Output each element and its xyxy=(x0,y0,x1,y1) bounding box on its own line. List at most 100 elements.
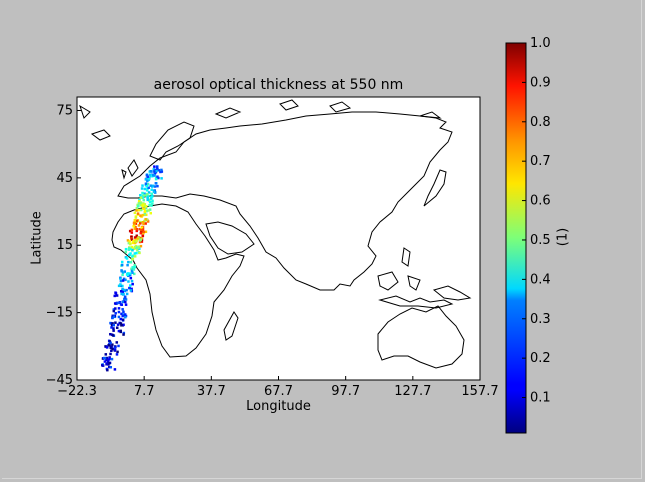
aot-pixel xyxy=(120,263,124,267)
aot-pixel xyxy=(143,213,147,217)
aot-pixel xyxy=(137,209,140,212)
aot-pixel xyxy=(148,208,152,211)
x-axis-ticks: −22.3 7.7 37.7 67.7 97.7 127.7 157.7 xyxy=(57,376,499,399)
aot-pixel xyxy=(157,176,160,180)
aot-pixel xyxy=(111,334,115,337)
aot-pixel xyxy=(144,230,148,234)
aot-pixel xyxy=(133,227,137,230)
aot-pixel xyxy=(110,357,114,361)
aot-pixel xyxy=(147,178,151,182)
aot-pixel xyxy=(121,279,125,282)
colorbar-tick-label: 0.6 xyxy=(530,194,551,209)
aot-pixel xyxy=(135,239,138,243)
aot-pixel xyxy=(119,277,122,280)
aot-pixel xyxy=(108,340,112,343)
aot-pixel xyxy=(115,301,119,305)
aot-pixel xyxy=(110,345,113,349)
aot-pixel xyxy=(133,265,137,269)
aot-pixel xyxy=(124,250,128,254)
aot-pixel xyxy=(119,279,123,283)
aot-pixel xyxy=(113,368,117,371)
aot-pixel xyxy=(135,229,139,233)
aot-pixel xyxy=(134,220,138,223)
aot-pixel xyxy=(140,226,144,229)
aot-pixel xyxy=(122,323,125,327)
aot-pixel xyxy=(114,321,117,324)
aot-pixel xyxy=(107,343,110,347)
africa-coastline xyxy=(111,203,245,358)
aot-pixel xyxy=(135,209,138,212)
aot-pixel xyxy=(115,326,119,329)
colorbar-tick-label: 0.9 xyxy=(530,75,551,90)
aot-pixel xyxy=(113,302,117,305)
aot-pixel xyxy=(117,315,121,319)
y-tick-label: −15 xyxy=(46,306,73,321)
philippines-coastline xyxy=(401,247,411,267)
aot-pixel xyxy=(139,231,143,235)
aot-pixel xyxy=(151,174,154,177)
aot-pixel xyxy=(145,184,149,188)
aot-pixel xyxy=(130,238,134,241)
aot-pixel xyxy=(106,360,110,363)
aot-pixel xyxy=(133,272,136,276)
aot-pixel xyxy=(108,356,111,359)
aot-swath xyxy=(101,165,164,372)
aot-pixel xyxy=(151,199,154,203)
aot-pixel xyxy=(137,202,141,205)
aot-pixel xyxy=(123,296,127,300)
aot-pixel xyxy=(133,255,137,258)
colorbar-tick-label: 0.1 xyxy=(530,391,551,406)
aot-pixel xyxy=(124,303,128,306)
aot-pixel xyxy=(142,194,146,197)
eurasia-coastline xyxy=(117,111,453,291)
aot-pixel xyxy=(152,168,156,171)
japan-coastline xyxy=(423,169,447,207)
aot-pixel xyxy=(141,196,145,199)
aot-pixel xyxy=(111,347,114,351)
aot-pixel xyxy=(144,218,147,221)
aot-pixel xyxy=(119,284,123,288)
aot-pixel xyxy=(120,270,124,273)
aot-pixel xyxy=(113,294,116,298)
aot-pixel xyxy=(143,187,147,191)
aot-pixel xyxy=(116,323,120,326)
aot-pixel xyxy=(139,214,142,217)
aot-pixel xyxy=(142,203,145,207)
aot-pixel xyxy=(122,331,126,335)
aot-pixel xyxy=(160,177,163,180)
aot-pixel xyxy=(131,248,134,252)
aot-pixel xyxy=(126,272,130,275)
aot-pixel xyxy=(138,198,141,202)
aot-pixel xyxy=(124,300,127,304)
aot-pixel xyxy=(138,251,141,255)
x-tick-label: 157.7 xyxy=(461,384,498,399)
aot-pixel xyxy=(124,278,127,282)
aot-pixel xyxy=(127,248,131,251)
aot-pixel xyxy=(148,198,151,201)
aot-pixel xyxy=(115,341,119,344)
aot-pixel xyxy=(129,289,133,292)
aot-pixel xyxy=(156,175,159,178)
coastlines xyxy=(79,99,472,369)
aot-pixel xyxy=(155,169,158,173)
aot-pixel xyxy=(146,192,149,196)
aot-pixel xyxy=(119,317,123,321)
aot-pixel xyxy=(127,260,130,264)
aot-pixel xyxy=(128,240,132,243)
aot-pixel xyxy=(132,247,135,251)
aot-pixel xyxy=(132,224,135,228)
aot-pixel xyxy=(113,348,117,351)
aot-pixel xyxy=(131,271,134,274)
aot-pixel xyxy=(148,173,152,177)
x-tick-label: 127.7 xyxy=(394,384,431,399)
aot-pixel xyxy=(112,309,116,313)
aot-pixel xyxy=(145,205,148,208)
aot-pixel xyxy=(152,190,156,193)
x-tick-label: 37.7 xyxy=(197,384,226,399)
aot-pixel xyxy=(149,211,153,215)
arabia-coastline xyxy=(205,221,255,255)
colorbar-tick-label: 0.3 xyxy=(530,312,551,327)
aot-pixel xyxy=(130,287,133,291)
aot-pixel xyxy=(153,170,156,173)
aot-pixel xyxy=(109,322,113,325)
